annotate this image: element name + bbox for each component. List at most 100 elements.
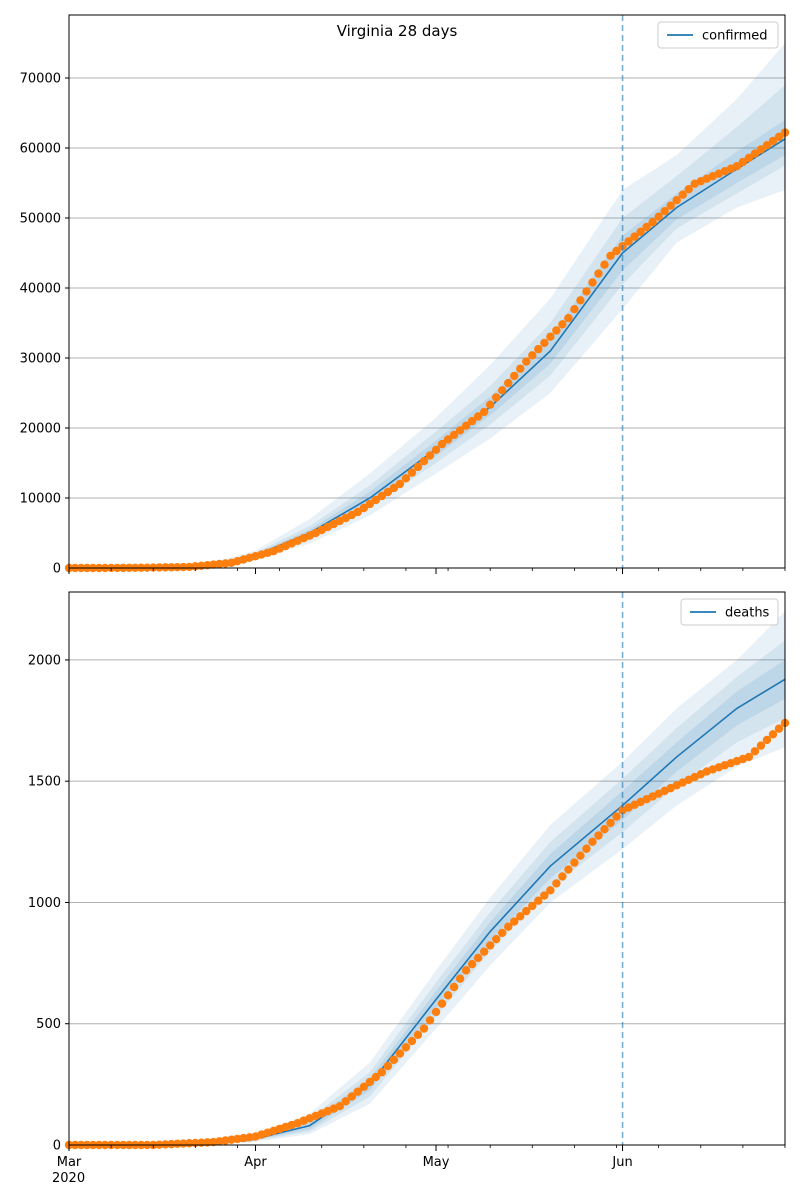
observed-point xyxy=(534,344,543,354)
observed-point xyxy=(167,563,176,572)
observed-point xyxy=(738,157,748,167)
y-tick-label: 40000 xyxy=(20,282,61,297)
observed-point xyxy=(389,483,399,493)
observed-point xyxy=(401,1043,411,1052)
observed-point xyxy=(173,1139,182,1149)
observed-point xyxy=(654,212,663,221)
observed-point xyxy=(371,495,381,505)
observed-point xyxy=(473,953,483,963)
y-tick-label: 30000 xyxy=(20,352,61,367)
observed-point xyxy=(383,487,393,497)
observed-point xyxy=(485,941,495,950)
observed-point xyxy=(558,320,567,329)
observed-point xyxy=(516,912,525,921)
observed-point xyxy=(750,747,760,756)
observed-point xyxy=(570,858,579,867)
observed-point xyxy=(594,269,603,278)
observed-point xyxy=(576,851,585,860)
observed-point xyxy=(552,326,561,335)
observed-point xyxy=(612,246,621,256)
observed-point xyxy=(449,982,459,992)
observed-point xyxy=(461,421,471,430)
observed-point xyxy=(732,162,742,171)
observed-point xyxy=(606,251,615,260)
observed-point xyxy=(419,1024,429,1033)
observed-point xyxy=(534,896,543,905)
observed-point xyxy=(576,296,585,305)
observed-point xyxy=(443,991,453,1000)
observed-point xyxy=(395,479,405,489)
observed-point xyxy=(395,1049,405,1058)
observed-point xyxy=(359,1082,369,1091)
y-tick-label: 1500 xyxy=(28,775,61,790)
observed-point xyxy=(522,357,531,366)
observed-point xyxy=(389,1055,399,1064)
observed-point xyxy=(353,1087,363,1096)
observed-point xyxy=(606,818,615,828)
observed-point xyxy=(510,371,519,381)
observed-point xyxy=(504,378,513,388)
observed-point xyxy=(425,451,435,460)
observed-point xyxy=(347,1092,356,1101)
observed-point xyxy=(564,313,573,323)
observed-point xyxy=(582,287,591,296)
observed-point xyxy=(540,338,549,348)
observed-point xyxy=(359,503,369,513)
observed-point xyxy=(540,891,549,900)
observed-point xyxy=(407,468,417,477)
observed-point xyxy=(528,901,537,911)
observed-point xyxy=(485,400,495,409)
observed-point xyxy=(491,393,501,402)
observed-point xyxy=(522,906,531,916)
observed-point xyxy=(365,1077,375,1087)
y-tick-label: 20000 xyxy=(20,422,61,437)
observed-point xyxy=(624,237,633,246)
x-tick-label: Apr xyxy=(244,1155,267,1170)
observed-point xyxy=(155,563,164,572)
observed-point xyxy=(546,332,555,341)
observed-point xyxy=(461,966,471,975)
observed-point xyxy=(774,724,784,733)
observed-point xyxy=(498,386,507,395)
observed-point xyxy=(431,445,441,454)
observed-point xyxy=(377,491,387,501)
observed-point xyxy=(377,1068,387,1077)
observed-point xyxy=(383,1061,393,1071)
observed-point xyxy=(401,474,411,483)
x-tick-label: Jun xyxy=(611,1155,632,1170)
observed-point xyxy=(203,1138,212,1147)
y-tick-label: 60000 xyxy=(20,142,61,157)
observed-point xyxy=(744,153,754,162)
observed-point xyxy=(660,207,669,216)
observed-point xyxy=(768,730,778,739)
observed-point xyxy=(630,232,639,241)
observed-point xyxy=(636,227,645,236)
observed-point xyxy=(179,562,188,572)
observed-point xyxy=(564,865,573,874)
observed-point xyxy=(612,812,621,821)
observed-point xyxy=(600,825,609,834)
legend-box xyxy=(657,21,779,49)
figure-title: Virginia 28 days xyxy=(337,22,458,40)
x-tick-label: Mar xyxy=(57,1155,82,1170)
observed-point xyxy=(353,507,363,517)
observed-point xyxy=(546,886,555,895)
legend-label: deaths xyxy=(725,606,770,621)
observed-point xyxy=(750,149,760,158)
observed-point xyxy=(491,934,501,944)
observed-point xyxy=(552,879,561,888)
y-tick-label: 2000 xyxy=(28,653,61,668)
observed-point xyxy=(341,1097,350,1106)
observed-point xyxy=(594,831,603,840)
observed-point xyxy=(419,457,429,466)
y-tick-label: 500 xyxy=(36,1017,61,1032)
observed-point xyxy=(413,1030,423,1040)
observed-point xyxy=(588,837,597,847)
observed-point xyxy=(371,1072,381,1082)
axes-frame xyxy=(68,14,786,569)
observed-point xyxy=(467,416,477,426)
observed-point xyxy=(443,435,453,444)
observed-point xyxy=(467,959,477,969)
observed-point xyxy=(437,999,447,1008)
